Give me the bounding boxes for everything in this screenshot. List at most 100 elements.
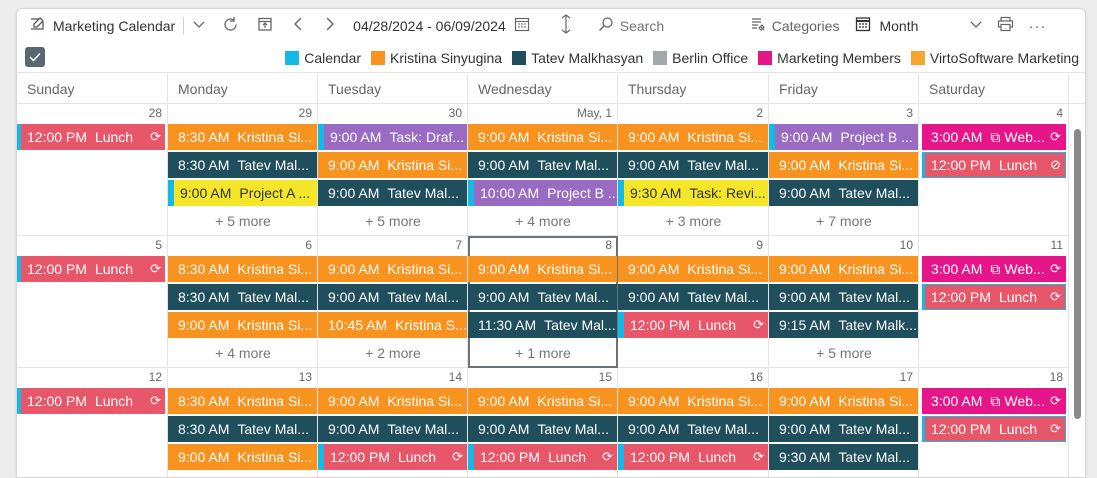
view-select-label[interactable]: Month <box>879 18 919 34</box>
calendar-event[interactable]: 9:00 AM Project A ... <box>168 180 317 206</box>
day-number[interactable]: 3 <box>906 106 913 120</box>
more-events-link[interactable]: + 2 more <box>365 345 421 361</box>
day-cell[interactable] <box>168 368 318 477</box>
calendar-event[interactable]: 9:00 AM Tatev Mal... <box>468 416 617 442</box>
calendar-event[interactable]: 9:00 AM Kristina Si... <box>468 388 617 414</box>
calendar-event[interactable]: 12:00 PM Lunch ⟳ <box>618 444 768 470</box>
calendar-event[interactable]: 8:30 AM Kristina Si... <box>168 256 317 282</box>
legend-item[interactable]: Berlin Office <box>653 50 748 66</box>
day-number[interactable]: 11 <box>1050 238 1063 252</box>
calendar-event[interactable]: 9:00 AM Kristina Si... <box>468 124 617 150</box>
previous-icon[interactable] <box>291 16 305 36</box>
legend-item[interactable]: VirtoSoftware Marketing <box>910 50 1079 66</box>
day-cell[interactable] <box>769 236 919 368</box>
day-number[interactable]: 28 <box>148 106 162 120</box>
calendar-event[interactable]: 9:00 AM Kristina Si... <box>468 256 617 282</box>
calendar-event[interactable]: 9:30 AM Tatev Mal... <box>769 444 918 470</box>
day-cell[interactable] <box>17 104 168 236</box>
calendar-event[interactable]: 9:00 AM Kristina Si... <box>618 388 768 414</box>
calendar-event[interactable]: 9:00 AM Kristina Si... <box>168 444 317 470</box>
calendar-event[interactable]: 3:00 AM ⧉ Web... ⟳ <box>922 256 1066 282</box>
day-cell[interactable] <box>919 236 1069 368</box>
calendar-event[interactable]: 9:00 AM Kristina Si... <box>168 312 317 338</box>
calendar-event[interactable]: 8:30 AM Kristina Si... <box>168 388 317 414</box>
calendar-event[interactable]: 9:00 AM Tatev Mal... <box>769 180 918 206</box>
more-events-link[interactable]: + 1 more <box>515 345 571 361</box>
calendar-event[interactable]: 10:00 AM Project B ... <box>468 180 617 206</box>
calendar-event[interactable]: 12:00 PM Lunch ⊘ <box>922 152 1066 178</box>
calendar-event[interactable]: 9:00 AM Kristina Si... <box>618 256 768 282</box>
calendar-event[interactable]: 9:00 AM Kristina Si... <box>318 256 467 282</box>
day-number[interactable]: 7 <box>455 238 462 252</box>
more-events-link[interactable]: + 5 more <box>365 213 421 229</box>
calendar-event[interactable]: 12:00 PM Lunch ⟳ <box>922 416 1066 442</box>
day-number[interactable]: 29 <box>298 106 312 120</box>
calendar-event[interactable]: 8:30 AM Tatev Mal... <box>168 152 317 178</box>
calendar-event[interactable]: 12:00 PM Lunch ⟳ <box>468 444 617 470</box>
day-number[interactable]: 9 <box>756 238 763 252</box>
day-cell[interactable] <box>17 236 168 368</box>
day-cell[interactable] <box>618 104 769 236</box>
day-number[interactable]: 14 <box>448 370 462 384</box>
day-number[interactable]: 12 <box>148 370 162 384</box>
calendar-picker-icon[interactable] <box>514 16 530 36</box>
day-number[interactable]: 15 <box>598 370 612 384</box>
calendar-event[interactable]: 8:30 AM Tatev Mal... <box>168 416 317 442</box>
refresh-icon[interactable] <box>222 16 239 37</box>
calendar-event[interactable]: 12:00 PM Lunch ⟳ <box>922 284 1066 310</box>
categories-icon[interactable] <box>750 16 766 36</box>
calendar-event[interactable]: 10:45 AM Kristina S... <box>318 312 467 338</box>
more-events-link[interactable]: + 5 more <box>816 345 872 361</box>
more-events-link[interactable]: + 7 more <box>816 213 872 229</box>
day-number[interactable]: 16 <box>749 370 763 384</box>
day-cell[interactable] <box>919 104 1069 236</box>
calendar-event[interactable]: 9:00 AM Kristina Si... <box>769 256 918 282</box>
month-view-icon[interactable] <box>855 16 871 36</box>
legend-item[interactable]: Kristina Sinyugina <box>371 50 502 66</box>
search-icon[interactable] <box>598 16 614 36</box>
calendar-event[interactable]: 9:00 AM Kristina Si... <box>769 152 918 178</box>
day-cell[interactable] <box>769 104 919 236</box>
day-number[interactable]: 17 <box>899 370 913 384</box>
calendar-event[interactable]: 9:00 AM Tatev Mal... <box>769 284 918 310</box>
calendar-event[interactable]: 9:00 AM Tatev Mal... <box>318 416 467 442</box>
day-cell[interactable] <box>618 368 769 477</box>
day-cell[interactable] <box>318 368 468 477</box>
next-icon[interactable] <box>323 16 337 36</box>
more-events-link[interactable]: + 4 more <box>215 345 271 361</box>
calendar-event[interactable]: 12:00 PM Lunch ⟳ <box>17 256 165 282</box>
day-cell[interactable] <box>468 368 618 477</box>
day-number[interactable]: 18 <box>1049 370 1063 384</box>
legend-item[interactable]: Marketing Members <box>758 50 901 66</box>
calendar-event[interactable]: 9:00 AM Tatev Mal... <box>318 284 467 310</box>
calendar-event[interactable]: 9:00 AM Tatev Mal... <box>769 416 918 442</box>
print-icon[interactable] <box>997 16 1014 36</box>
calendar-event[interactable]: 9:00 AM Kristina Si... <box>318 388 467 414</box>
calendar-event[interactable]: 9:30 AM Task: Revi... <box>618 180 768 206</box>
calendar-title-area[interactable]: Marketing Calendar <box>29 9 175 43</box>
day-cell[interactable] <box>318 104 468 236</box>
calendar-event[interactable]: 9:15 AM Tatev Malk... <box>769 312 918 338</box>
day-number[interactable]: May, 1 <box>576 106 612 120</box>
calendar-event[interactable]: 9:00 AM Tatev Mal... <box>618 416 768 442</box>
day-cell[interactable] <box>919 368 1069 477</box>
legend-item[interactable]: Calendar <box>285 50 361 66</box>
day-cell[interactable] <box>468 104 618 236</box>
calendar-event[interactable]: 3:00 AM ⧉ Web... ⟳ <box>922 388 1066 414</box>
more-events-link[interactable]: + 5 more <box>215 213 271 229</box>
calendar-event[interactable]: 9:00 AM Tatev Mal... <box>468 284 617 310</box>
legend-item[interactable]: Tatev Malkhasyan <box>512 50 643 66</box>
calendar-event[interactable]: 9:00 AM Kristina Si... <box>618 124 768 150</box>
calendar-event[interactable]: 9:00 AM Kristina Si... <box>318 152 467 178</box>
calendar-event[interactable]: 11:30 AM Tatev Mal... <box>468 312 617 338</box>
day-cell[interactable] <box>168 236 318 368</box>
calendar-event[interactable]: 9:00 AM Kristina Si... <box>769 388 918 414</box>
calendar-event[interactable]: 9:00 AM Tatev Mal... <box>318 180 467 206</box>
day-number[interactable]: 6 <box>305 238 312 252</box>
day-number[interactable]: 5 <box>155 238 162 252</box>
resize-vertical-icon[interactable] <box>560 14 572 38</box>
day-number[interactable]: 30 <box>448 106 462 120</box>
day-cell[interactable] <box>17 368 168 477</box>
day-number[interactable]: 4 <box>1056 106 1063 120</box>
calendar-event[interactable]: 8:30 AM Kristina Si... <box>168 124 317 150</box>
